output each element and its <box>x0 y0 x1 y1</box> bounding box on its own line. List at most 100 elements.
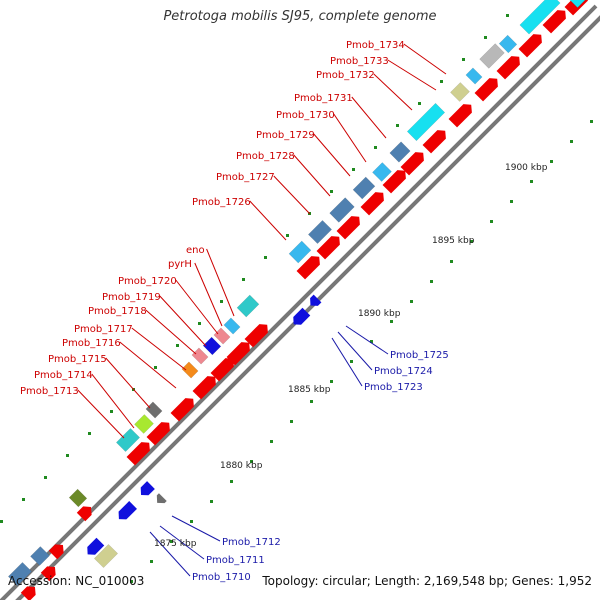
gene-label: Pmob_1734 <box>346 40 405 51</box>
scale-tick <box>66 454 69 457</box>
cds-reverse-arrow <box>140 481 155 496</box>
scale-tick <box>190 520 193 523</box>
gene-label: Pmob_1715 <box>48 354 107 365</box>
map-title: Petrotoga mobilis SJ95, complete genome <box>163 9 437 24</box>
gene-label: Pmob_1713 <box>20 386 79 397</box>
cds-forward-arrow <box>76 506 92 522</box>
cds-reverse-arrow <box>156 493 167 504</box>
gene-label: Pmob_1712 <box>222 537 281 548</box>
cog-category-box <box>7 561 33 587</box>
gene-label: Pmob_1720 <box>118 276 177 287</box>
label-leader-line <box>273 175 311 215</box>
scale-tick <box>352 168 355 171</box>
cds-forward-arrow <box>542 10 566 34</box>
kbp-label: 1890 kbp <box>358 309 401 319</box>
gene-label: Pmob_1717 <box>74 324 133 335</box>
cog-category-box <box>406 102 446 142</box>
label-leader-line <box>105 357 151 409</box>
label-leader-line <box>333 113 367 163</box>
scale-tick <box>230 480 233 483</box>
scale-tick <box>440 80 443 83</box>
cds-forward-arrow <box>448 104 472 128</box>
scale-tick <box>462 58 465 61</box>
gene-label: Pmob_1731 <box>294 93 353 104</box>
scale-tick <box>250 460 253 463</box>
label-leader-line <box>331 337 363 387</box>
cog-category-box <box>68 488 88 508</box>
cds-forward-arrow <box>316 236 340 260</box>
scale-tick <box>242 278 245 281</box>
scale-tick <box>510 200 513 203</box>
scale-tick <box>264 256 267 259</box>
gene-label: Pmob_1729 <box>256 130 315 141</box>
scale-tick <box>374 146 377 149</box>
cog-category-box <box>223 317 241 335</box>
gene-label: Pmob_1723 <box>364 382 423 393</box>
label-leader-line <box>403 43 447 75</box>
scale-tick <box>570 140 573 143</box>
cds-forward-arrow <box>48 544 64 560</box>
cog-category-box <box>145 401 163 419</box>
label-leader-line <box>171 515 221 542</box>
kbp-label: 1875 kbp <box>154 539 197 549</box>
cds-forward-arrow <box>170 398 194 422</box>
backbone-line-outer <box>0 4 598 600</box>
scale-tick <box>550 160 553 163</box>
gene-label: Pmob_1725 <box>390 350 449 361</box>
scale-tick <box>590 120 593 123</box>
scale-tick <box>170 540 173 543</box>
cds-forward-arrow <box>126 442 150 466</box>
scale-tick <box>506 14 509 17</box>
genome-summary: Topology: circular; Length: 2,169,548 bp… <box>262 574 592 588</box>
scale-tick <box>286 234 289 237</box>
scale-tick <box>220 300 223 303</box>
cog-category-box <box>372 162 392 182</box>
label-leader-line <box>194 262 223 327</box>
cds-forward-arrow <box>422 130 446 154</box>
label-leader-line <box>119 341 177 389</box>
cds-forward-arrow <box>226 342 250 366</box>
scale-tick <box>198 322 201 325</box>
gene-label: Pmob_1714 <box>34 370 93 381</box>
gene-label: Pmob_1718 <box>88 306 147 317</box>
scale-tick <box>150 560 153 563</box>
label-leader-line <box>293 154 331 197</box>
cog-category-box <box>288 240 312 264</box>
gene-label: Pmob_1710 <box>192 572 251 583</box>
label-leader-line <box>145 309 197 355</box>
label-leader-line <box>77 389 125 439</box>
backbone-line-inner <box>15 15 600 600</box>
cog-category-box <box>465 67 483 85</box>
cds-forward-arrow <box>496 56 520 80</box>
cog-category-box <box>307 219 333 245</box>
cds-forward-arrow <box>146 422 170 446</box>
kbp-label: 1895 kbp <box>432 236 475 246</box>
cds-forward-arrow <box>296 256 320 280</box>
kbp-label: 1880 kbp <box>220 461 263 471</box>
gene-label: Pmob_1730 <box>276 110 335 121</box>
cog-category-box <box>30 546 50 566</box>
scale-tick <box>22 498 25 501</box>
cog-category-box <box>450 82 470 102</box>
label-leader-line <box>337 331 373 371</box>
scale-tick <box>0 520 3 523</box>
cds-forward-arrow <box>244 324 268 348</box>
label-leader-line <box>313 133 351 177</box>
scale-tick <box>130 580 133 583</box>
scale-tick <box>330 190 333 193</box>
scale-tick <box>490 220 493 223</box>
scale-tick <box>450 260 453 263</box>
scale-tick <box>210 500 213 503</box>
cds-reverse-arrow <box>293 307 311 325</box>
cds-forward-arrow <box>382 170 406 194</box>
gene-label: Pmob_1711 <box>206 555 265 566</box>
gene-label: Pmob_1724 <box>374 366 433 377</box>
scale-tick <box>418 102 421 105</box>
gene-label: pyrH <box>168 259 192 270</box>
cog-category-box <box>202 336 222 356</box>
cog-category-box <box>93 543 119 569</box>
scale-tick <box>110 410 113 413</box>
cds-forward-arrow <box>360 192 384 216</box>
